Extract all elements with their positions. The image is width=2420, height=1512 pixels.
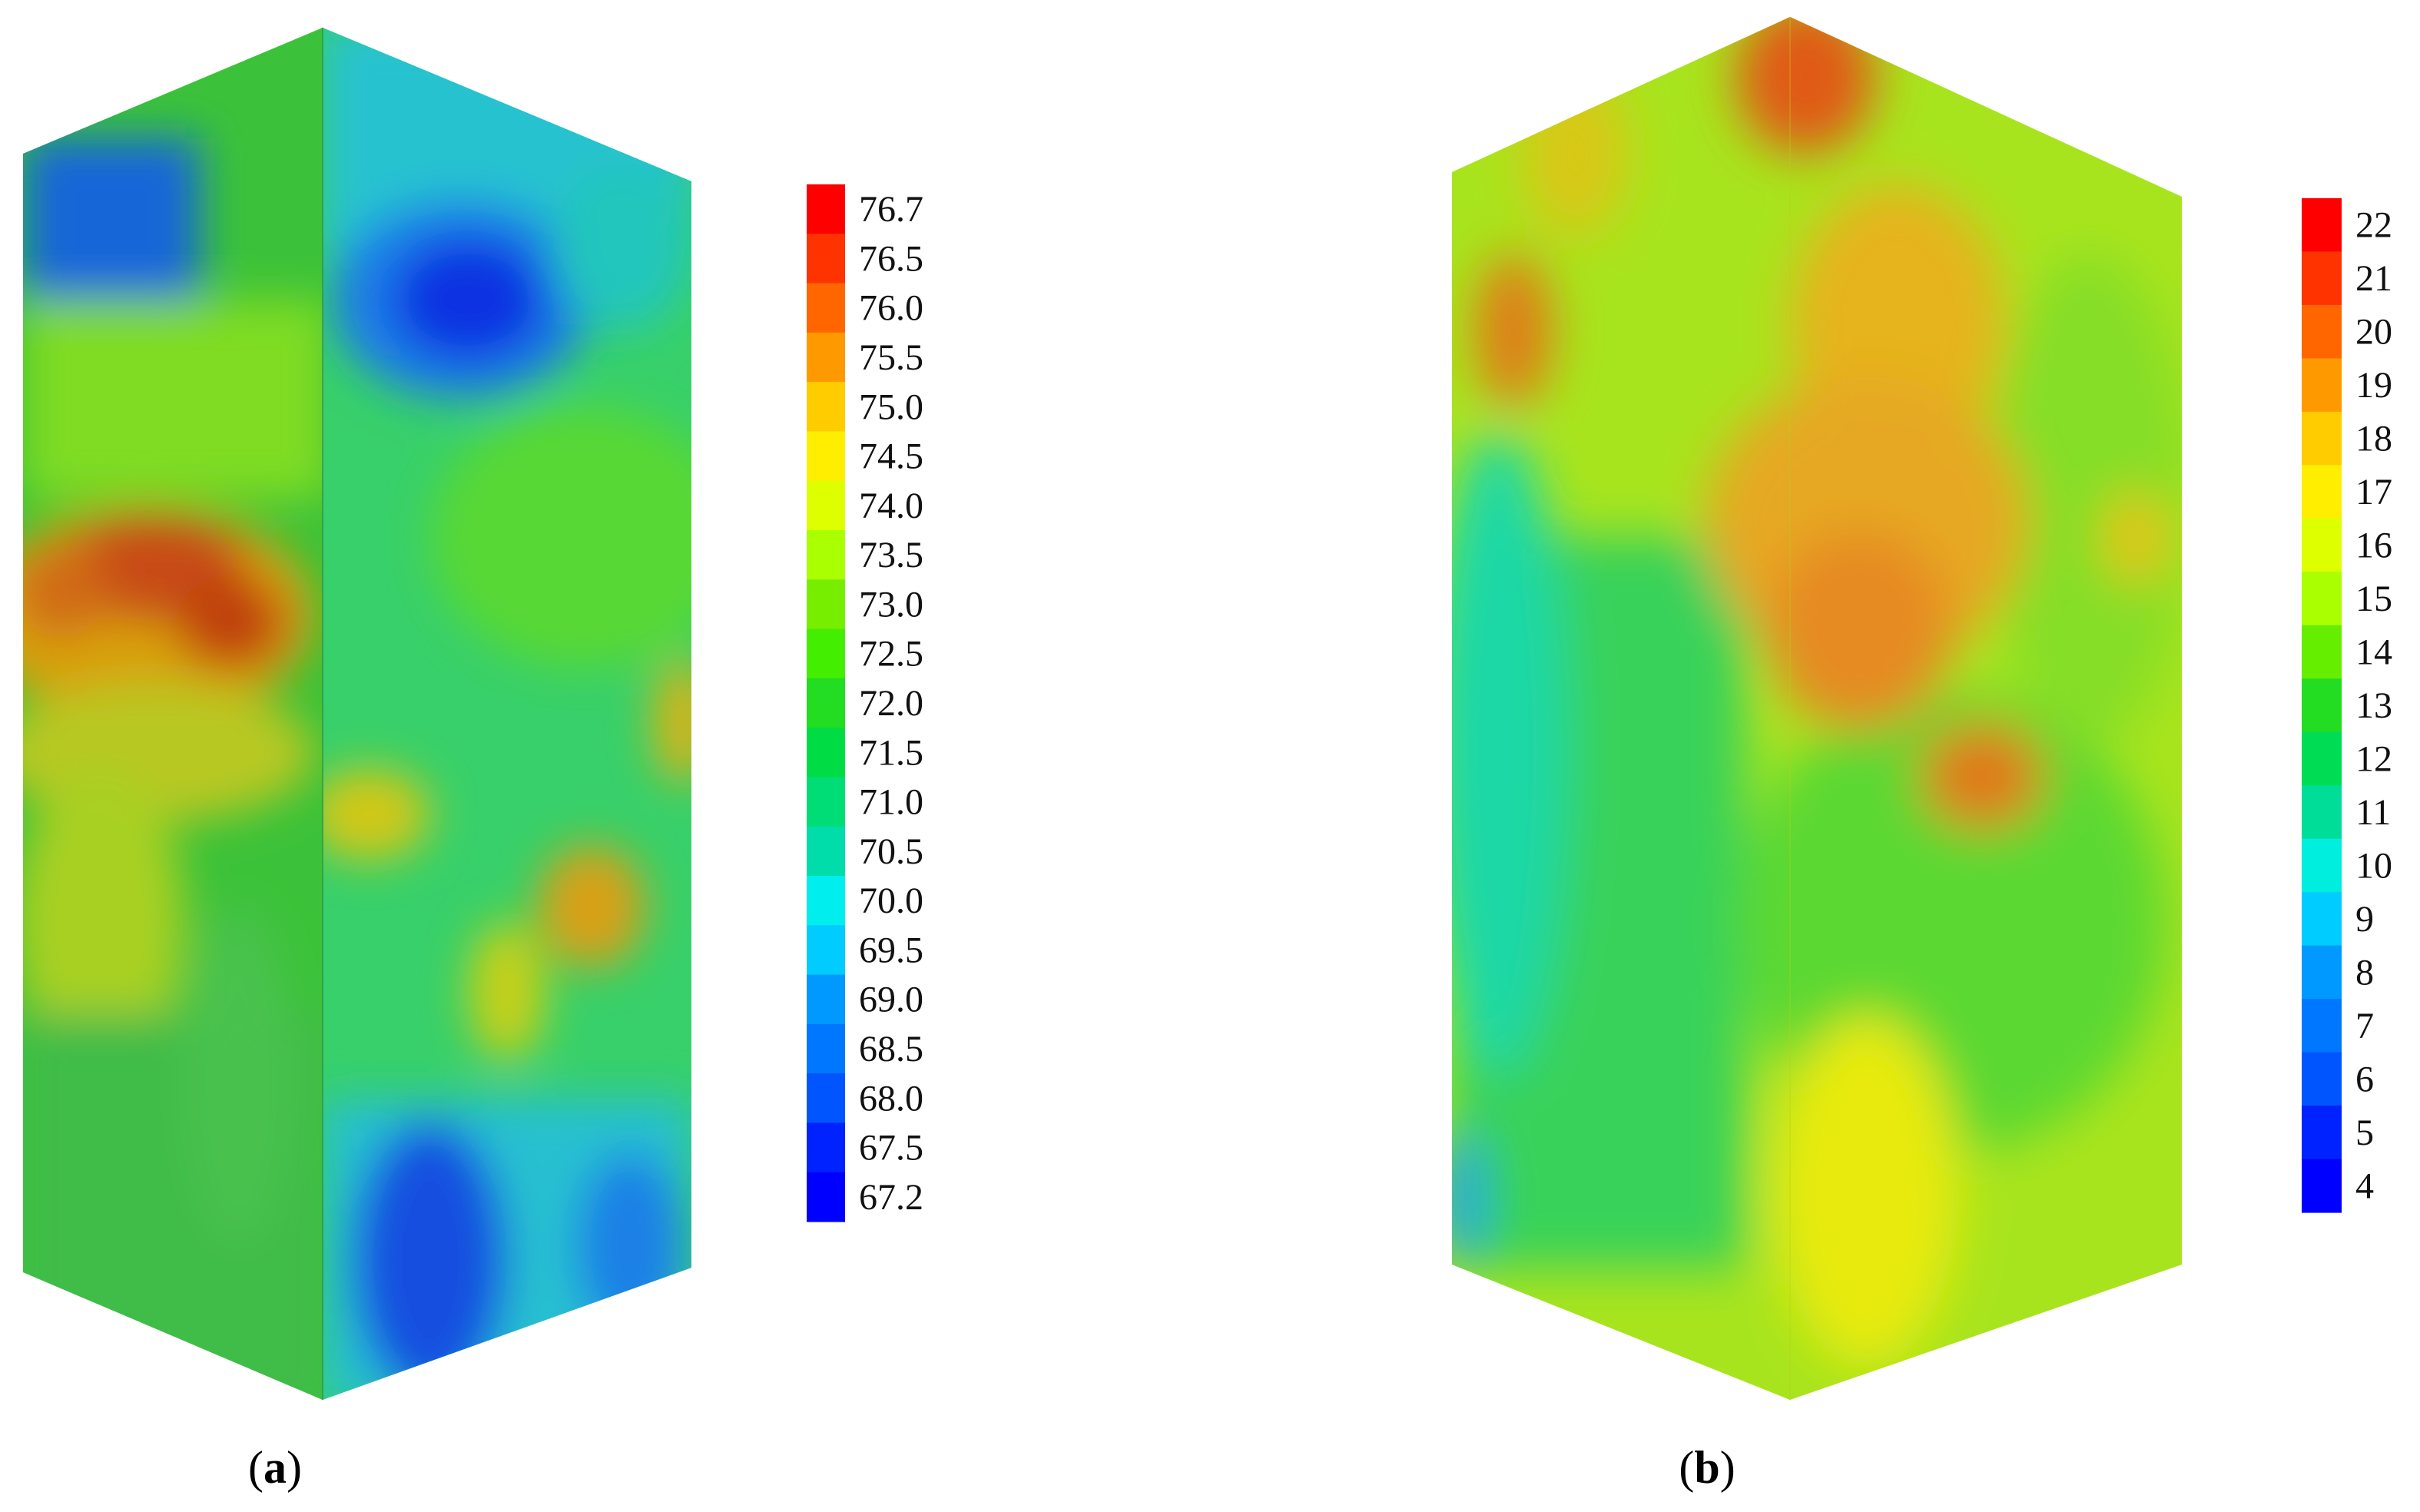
panel-a (23, 28, 691, 1400)
colorbar-tick-label: 15 (2355, 579, 2392, 619)
panel-b-label: (b) (1679, 1442, 1735, 1493)
colorbar-swatch (2302, 1106, 2342, 1160)
colorbar-tick-label: 22 (2355, 205, 2392, 246)
colorbar-tick-label: 6 (2355, 1059, 2374, 1099)
colorbar-swatch (2302, 999, 2342, 1053)
colorbar-swatch (2302, 945, 2342, 1000)
colorbar-tick-label: 74.5 (859, 436, 923, 477)
colorbar-tick-label: 68.0 (859, 1078, 923, 1119)
colorbar-tick-label: 74.0 (859, 486, 923, 526)
colorbar-tick-label: 69.5 (859, 930, 923, 970)
colorbar-tick-label: 70.5 (859, 831, 923, 872)
colorbar-tick-label: 76.7 (859, 189, 923, 230)
colorbar-swatch (807, 876, 845, 926)
colorbar-tick-label: 72.0 (859, 683, 923, 724)
colorbar-swatch (807, 826, 845, 877)
colorbar-swatch (807, 530, 845, 580)
colorbar-tick-label: 13 (2355, 685, 2392, 726)
colorbar-tick-label: 75.0 (859, 386, 923, 427)
colorbar-tick-label: 20 (2355, 312, 2392, 353)
colorbar-swatch (2302, 625, 2342, 679)
colorbar-swatch (2302, 251, 2342, 306)
block-a-right-face (323, 28, 691, 1400)
panel-b (1452, 17, 2182, 1400)
colorbar-tick-label: 17 (2355, 472, 2392, 512)
colorbar-tick-label: 67.2 (859, 1177, 923, 1218)
colorbar-tick-label: 70.0 (859, 880, 923, 921)
colorbar-tick-label: 21 (2355, 258, 2392, 299)
colorbar-tick-label: 67.5 (859, 1128, 923, 1169)
colorbar-tick-label: 73.5 (859, 535, 923, 575)
colorbar-swatch (807, 1172, 845, 1222)
colorbar-tick-label: 72.5 (859, 634, 923, 675)
colorbar-swatch (807, 1073, 845, 1124)
colorbar-swatch (807, 925, 845, 976)
colorbar-tick-label: 11 (2355, 792, 2391, 833)
colorbar-swatch (807, 728, 845, 778)
colorbar-swatch (807, 431, 845, 482)
colorbar-tick-label: 76.5 (859, 238, 923, 279)
colorbar-swatch (807, 974, 845, 1025)
colorbar-swatch (807, 382, 845, 433)
colorbar-tick-label: 73.0 (859, 584, 923, 625)
colorbar-tick-label: 19 (2355, 365, 2392, 406)
colorbar-tick-label: 69.0 (859, 980, 923, 1020)
block-b-face (1452, 17, 2182, 1400)
colorbar-tick-label: 5 (2355, 1112, 2374, 1153)
colorbar-tick-label: 68.5 (859, 1029, 923, 1069)
colorbar-swatch (807, 234, 845, 284)
colorbar-swatch (807, 1023, 845, 1074)
colorbar-tick-label: 18 (2355, 419, 2392, 459)
colorbar-swatch (807, 579, 845, 630)
panel-a-label: (a) (248, 1442, 302, 1493)
colorbar-tick-label: 4 (2355, 1166, 2374, 1206)
colorbar-swatch (2302, 731, 2342, 786)
colorbar-swatch (807, 777, 845, 827)
colorbar-tick-label: 9 (2355, 899, 2374, 940)
colorbar-swatch (2302, 785, 2342, 840)
colorbar-swatch (807, 628, 845, 679)
colorbar-tick-label: 7 (2355, 1006, 2374, 1046)
colorbar-tick-label: 16 (2355, 526, 2392, 566)
colorbar-a: 76.7 76.5 76.0 75.5 75.0 74.5 74.0 73.5 73.0 72.5… (807, 184, 923, 1222)
colorbar-swatch (807, 480, 845, 531)
colorbar-swatch (2302, 1159, 2342, 1213)
colorbar-swatch (807, 184, 845, 234)
colorbar-swatch (2302, 1052, 2342, 1106)
colorbar-swatch (807, 678, 845, 728)
colorbar-swatch (807, 283, 845, 333)
colorbar-tick-label: 75.5 (859, 337, 923, 378)
colorbar-swatch (2302, 572, 2342, 626)
colorbar-tick-label: 10 (2355, 845, 2392, 886)
colorbar-tick-label: 71.0 (859, 782, 923, 823)
colorbar-swatch (2302, 678, 2342, 733)
colorbar-swatch (2302, 465, 2342, 519)
colorbar-swatch (2302, 198, 2342, 253)
block-a-left-face (23, 28, 323, 1400)
colorbar-tick-label: 14 (2355, 632, 2392, 673)
colorbar-b: 22 21 20 19 18 17 16 15 14 13 12 11 10 9 8 7 6 5 4 (2302, 198, 2392, 1213)
colorbar-swatch (2302, 304, 2342, 360)
colorbar-tick-label: 76.0 (859, 288, 923, 329)
colorbar-swatch (807, 1122, 845, 1173)
colorbar-swatch (2302, 892, 2342, 947)
colorbar-swatch (2302, 518, 2342, 572)
colorbar-swatch (2302, 411, 2342, 466)
colorbar-swatch (2302, 838, 2342, 893)
colorbar-swatch (807, 332, 845, 383)
colorbar-tick-label: 8 (2355, 952, 2374, 993)
colorbar-swatch (2302, 358, 2342, 413)
colorbar-tick-label: 71.5 (859, 732, 923, 773)
colorbar-tick-label: 12 (2355, 738, 2392, 779)
